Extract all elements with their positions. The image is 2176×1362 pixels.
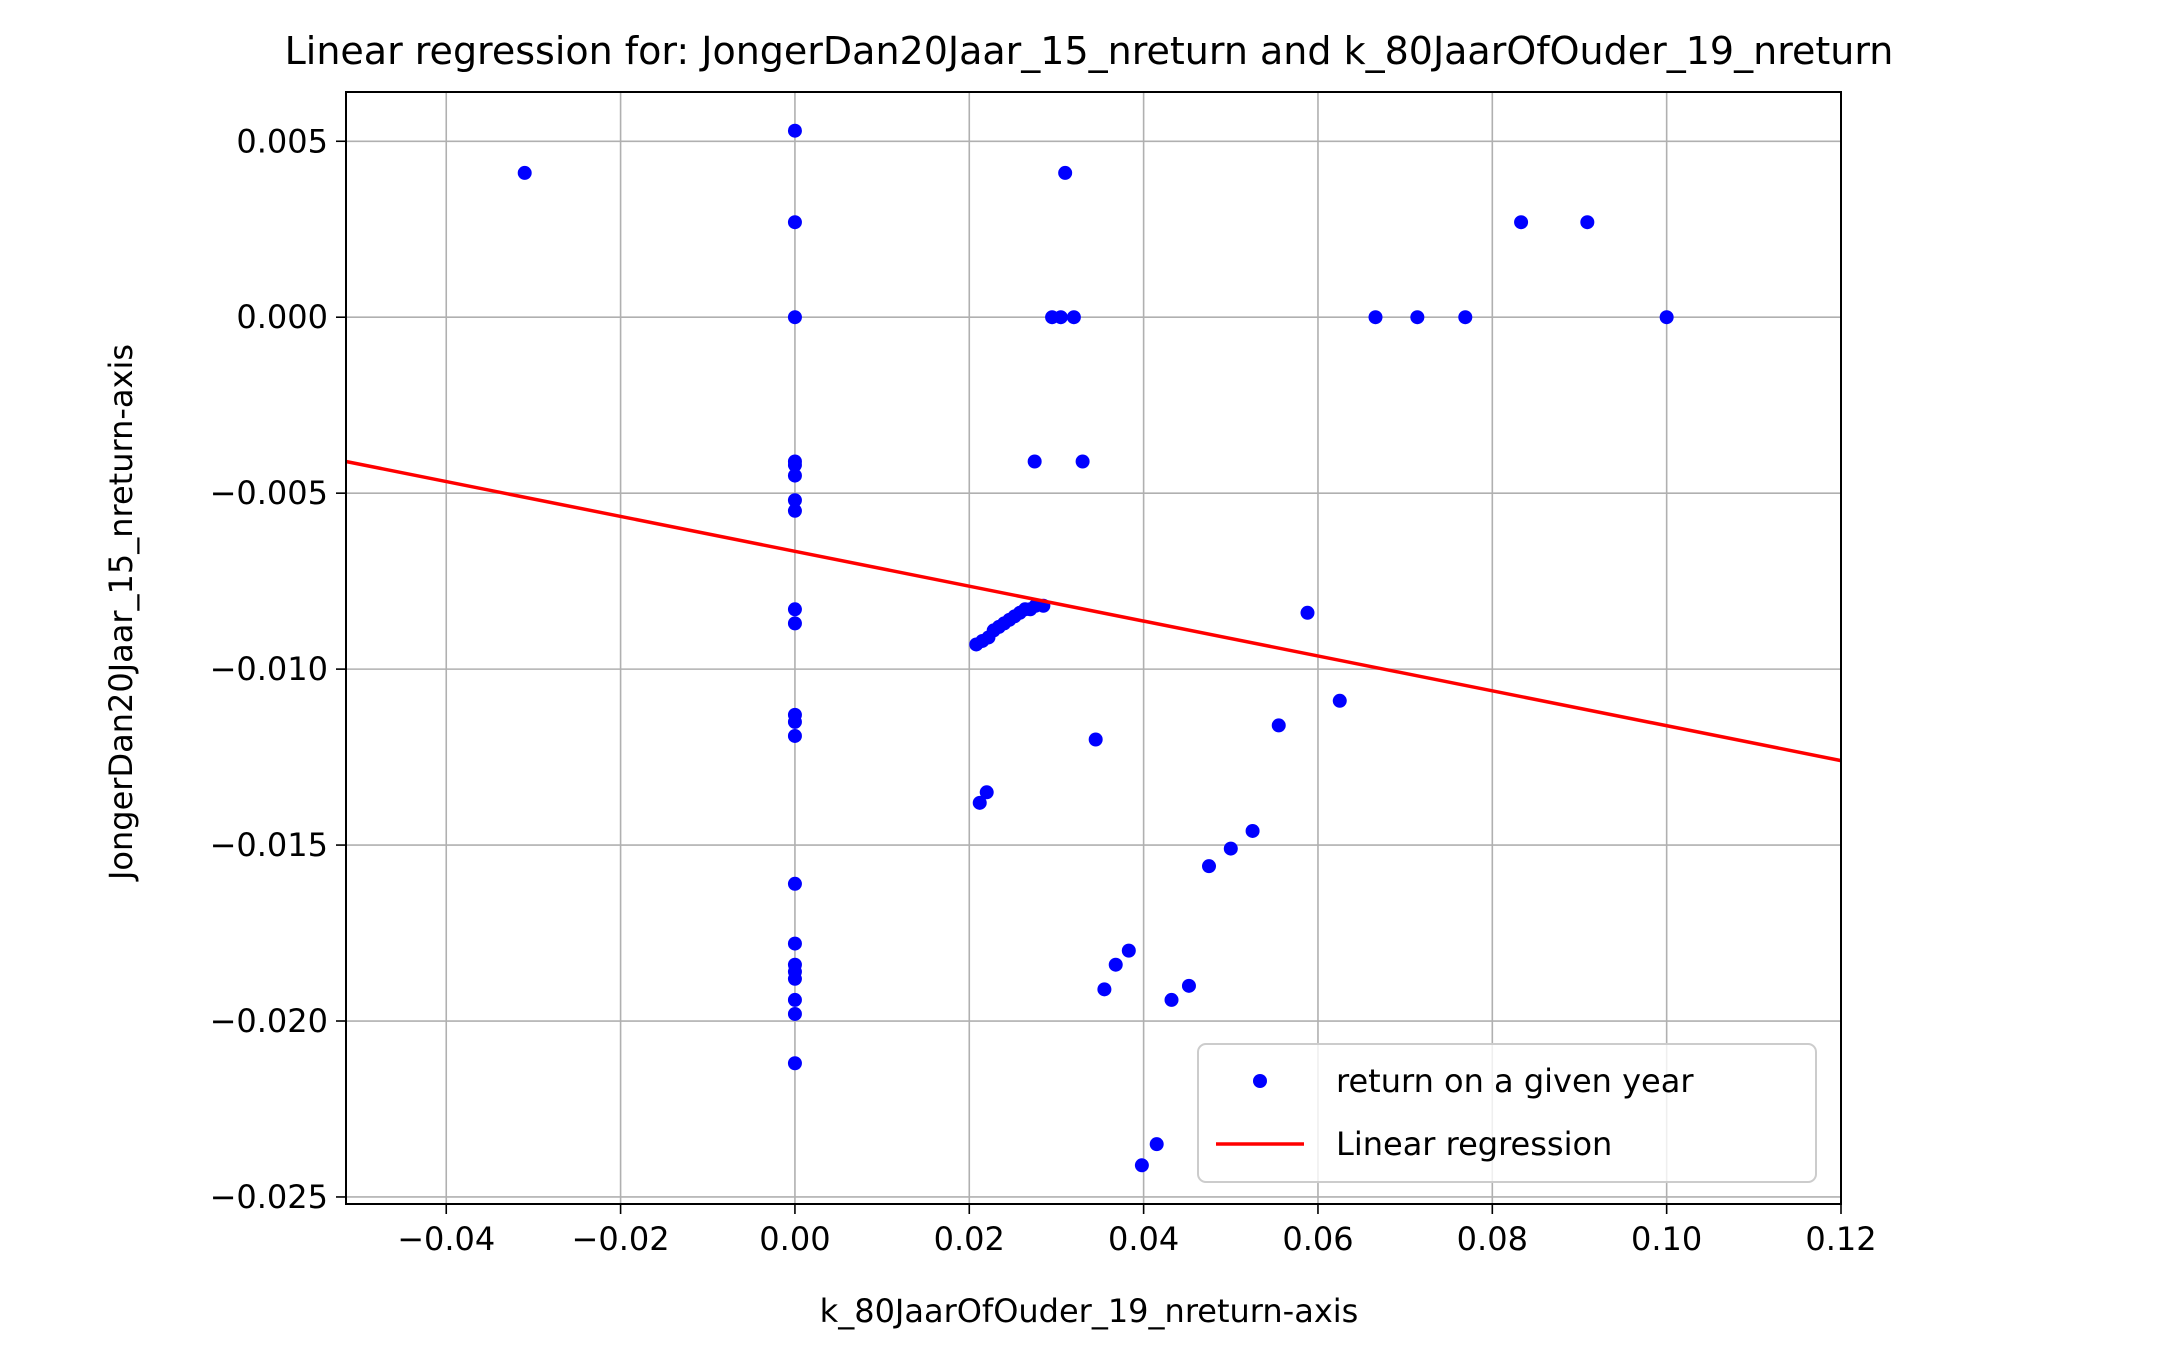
x-tick-label: 0.04 bbox=[1108, 1220, 1179, 1258]
y-tick-label: 0.000 bbox=[236, 298, 328, 336]
y-axis-ticks: 0.005 0.000 −0.005 −0.010 −0.015 −0.020 −0.025 bbox=[210, 122, 346, 1216]
scatter-point bbox=[1066, 310, 1081, 325]
regression-line-series bbox=[345, 459, 1842, 763]
scatter-point bbox=[1097, 982, 1112, 997]
x-axis-label: k_80JaarOfOuder_19_nreturn-axis bbox=[820, 1292, 1359, 1330]
scatter-point bbox=[1245, 823, 1260, 838]
scatter-point bbox=[787, 616, 802, 631]
x-tick-label: −0.02 bbox=[572, 1220, 670, 1258]
legend: return on a given year Linear regression bbox=[1197, 1043, 1817, 1183]
x-tick-label: 0.08 bbox=[1457, 1220, 1528, 1258]
scatter-point bbox=[1300, 605, 1315, 620]
scatter-point bbox=[787, 992, 802, 1007]
x-tick-label: 0.12 bbox=[1805, 1220, 1876, 1258]
scatter-point bbox=[787, 123, 802, 138]
scatter-point bbox=[1410, 310, 1425, 325]
scatter-point bbox=[787, 1056, 802, 1071]
x-tick-label: 0.02 bbox=[934, 1220, 1005, 1258]
x-axis-ticks: −0.04 −0.02 0.00 0.02 0.04 0.06 0.08 0.10 0.12 bbox=[397, 1204, 1877, 1258]
scatter-point bbox=[1027, 454, 1042, 469]
scatter-point bbox=[1332, 693, 1347, 708]
scatter-point bbox=[787, 936, 802, 951]
y-tick-label: −0.020 bbox=[210, 1002, 328, 1040]
scatter-point bbox=[1121, 943, 1136, 958]
scatter-point bbox=[787, 728, 802, 743]
scatter-point bbox=[787, 1006, 802, 1021]
scatter-point bbox=[972, 795, 987, 810]
scatter-point bbox=[787, 493, 802, 508]
y-tick-label: −0.025 bbox=[210, 1178, 328, 1216]
legend-label-line: Linear regression bbox=[1336, 1125, 1612, 1163]
scatter-point bbox=[1514, 215, 1529, 230]
scatter-point bbox=[1053, 310, 1068, 325]
scatter-point bbox=[1075, 454, 1090, 469]
scatter-point bbox=[787, 468, 802, 483]
scatter-point bbox=[787, 971, 802, 986]
scatter-point bbox=[1058, 165, 1073, 180]
legend-box bbox=[1197, 1043, 1817, 1183]
scatter-point bbox=[1164, 992, 1179, 1007]
scatter-point bbox=[979, 785, 994, 800]
scatter-point bbox=[1202, 859, 1217, 874]
scatter-point bbox=[517, 165, 532, 180]
scatter-point bbox=[1580, 215, 1595, 230]
y-tick-label: −0.010 bbox=[210, 650, 328, 688]
scatter-point bbox=[1108, 957, 1123, 972]
x-tick-label: 0.06 bbox=[1282, 1220, 1353, 1258]
scatter-point bbox=[787, 602, 802, 617]
legend-label-scatter: return on a given year bbox=[1336, 1062, 1694, 1100]
chart-title: Linear regression for: JongerDan20Jaar_1… bbox=[285, 29, 1894, 73]
scatter-point bbox=[1368, 310, 1383, 325]
y-tick-label: −0.015 bbox=[210, 826, 328, 864]
scatter-series bbox=[517, 123, 1674, 1173]
scatter-point bbox=[1134, 1158, 1149, 1173]
x-tick-label: 0.10 bbox=[1631, 1220, 1702, 1258]
scatter-point bbox=[1458, 310, 1473, 325]
legend-scatter-marker bbox=[1253, 1074, 1267, 1088]
scatter-point bbox=[787, 714, 802, 729]
scatter-point bbox=[787, 215, 802, 230]
x-tick-label: 0.00 bbox=[759, 1220, 830, 1258]
x-tick-label: −0.04 bbox=[397, 1220, 495, 1258]
scatter-point bbox=[787, 876, 802, 891]
scatter-point bbox=[787, 458, 802, 473]
scatter-point bbox=[787, 310, 802, 325]
y-tick-label: 0.005 bbox=[236, 122, 328, 160]
scatter-point bbox=[1223, 841, 1238, 856]
scatter-point bbox=[1088, 732, 1103, 747]
scatter-point bbox=[1659, 310, 1674, 325]
y-tick-label: −0.005 bbox=[210, 474, 328, 512]
scatter-point bbox=[1149, 1137, 1164, 1152]
scatter-point bbox=[1271, 718, 1286, 733]
scatter-point bbox=[1181, 978, 1196, 993]
y-axis-label: JongerDan20Jaar_15_nreturn-axis bbox=[102, 344, 140, 882]
regression-line bbox=[345, 459, 1842, 763]
grid bbox=[346, 92, 1842, 1204]
plot-frame bbox=[345, 91, 1842, 1205]
scatter-point bbox=[787, 503, 802, 518]
